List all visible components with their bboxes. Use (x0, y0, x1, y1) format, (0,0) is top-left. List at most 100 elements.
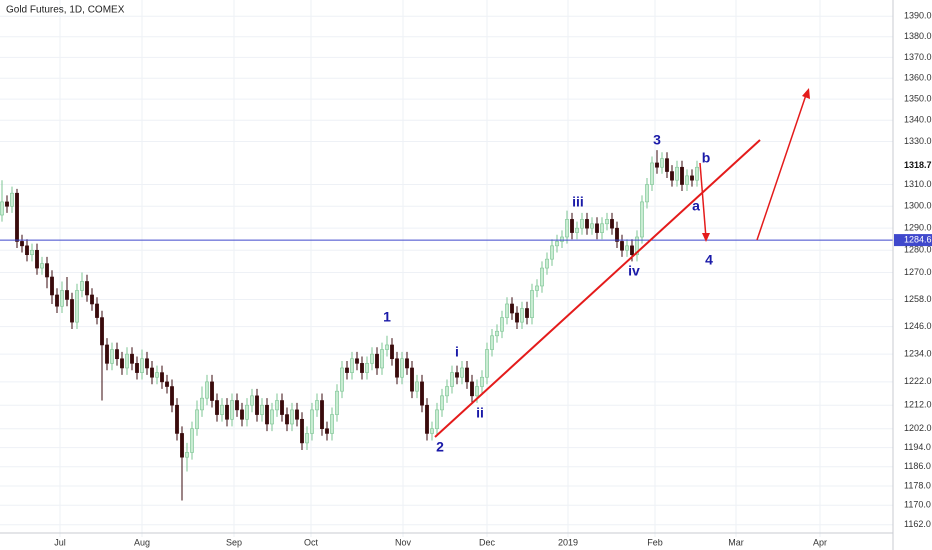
x-tick-label: Sep (226, 537, 242, 547)
y-tick-label: 1258.0 (904, 294, 932, 304)
x-tick-label: Oct (304, 537, 319, 547)
candle-body (610, 219, 614, 229)
arrow (699, 162, 707, 239)
candle-body (315, 400, 319, 411)
candle-body (65, 290, 69, 300)
candle-body (90, 294, 94, 305)
candle-body (45, 263, 49, 278)
candle-body (480, 376, 484, 387)
candle-body (340, 367, 344, 392)
x-tick-label: Jul (54, 537, 66, 547)
candle-body (470, 381, 474, 397)
candle-body (110, 349, 114, 364)
candle-body (535, 285, 539, 291)
y-tick-label: 1234.0 (904, 349, 932, 359)
candle-body (30, 249, 34, 256)
candle-body (415, 381, 419, 392)
candle-body (20, 241, 24, 247)
last-price-label: 1318.7 (904, 160, 932, 170)
y-tick-label: 1222.0 (904, 376, 932, 386)
candle-body (115, 349, 119, 360)
candle-body (330, 414, 334, 434)
candle-body (165, 381, 169, 387)
candle-body (260, 404, 264, 415)
y-tick-label: 1360.0 (904, 73, 932, 83)
candle-body (615, 227, 619, 242)
y-tick-label: 1380.0 (904, 31, 932, 41)
candle-body (75, 290, 79, 323)
candle-body (525, 308, 529, 318)
candle-body (135, 363, 139, 373)
candle-body (40, 263, 44, 269)
candle-body (320, 400, 324, 430)
candle-body (80, 281, 84, 291)
candle-body (625, 245, 629, 251)
candle-body (575, 227, 579, 233)
candle-body (265, 404, 269, 425)
wave-label: 3 (653, 132, 661, 148)
candle-body (10, 192, 14, 207)
candle-body (380, 349, 384, 369)
arrow-head (702, 233, 710, 242)
wave-label: 4 (705, 252, 713, 268)
candle-body (185, 452, 189, 458)
candle-body (695, 166, 699, 181)
candle-body (195, 409, 199, 430)
y-tick-label: 1202.0 (904, 423, 932, 433)
candle-body (245, 404, 249, 420)
candle-body (445, 386, 449, 397)
wave-label: 2 (436, 439, 444, 455)
candle-body (665, 158, 669, 172)
candle-body (440, 395, 444, 411)
candle-body (410, 367, 414, 392)
candle-body (600, 223, 604, 233)
candle-body (35, 249, 39, 269)
candle-body (310, 409, 314, 434)
candle-body (0, 201, 4, 216)
candles (0, 150, 893, 501)
y-tick-label: 1178.0 (904, 480, 931, 490)
candle-body (55, 294, 59, 307)
candle-body (225, 404, 229, 420)
candle-body (50, 276, 54, 296)
candle-body (220, 404, 224, 415)
candle-body (385, 344, 389, 350)
candle-body (500, 317, 504, 332)
candle-body (455, 372, 459, 378)
candle-body (590, 223, 594, 229)
candle-body (370, 353, 374, 364)
drawings: 1 i ii 2 iii iv 3 b a 4 (383, 88, 810, 455)
candle-body (100, 317, 104, 346)
candle-body (295, 409, 299, 420)
candle-body (545, 258, 549, 269)
candle-body (350, 358, 354, 373)
candle-body (565, 219, 569, 238)
candle-body (570, 219, 574, 233)
y-tick-label: 1162.0 (904, 519, 931, 529)
candle-body (365, 363, 369, 373)
candle-body (395, 358, 399, 378)
candle-body (160, 372, 164, 383)
candle-body (325, 428, 329, 434)
y-tick-label: 1330.0 (904, 136, 932, 146)
chart-title: Gold Futures, 1D, COMEX (6, 5, 125, 16)
candle-body (305, 433, 309, 444)
candle-body (675, 166, 679, 181)
candle-body (420, 381, 424, 406)
y-tick-label: 1212.0 (904, 400, 932, 410)
arrow-head (802, 88, 810, 99)
price-label-box (894, 234, 932, 247)
candle-body (15, 192, 19, 242)
candle-body (620, 241, 624, 251)
candle-body (540, 267, 544, 287)
candle-body (215, 400, 219, 415)
candle-body (130, 353, 134, 364)
y-tick-label: 1170.0 (904, 500, 931, 510)
candle-body (520, 308, 524, 323)
candle-body (585, 219, 589, 229)
candle-body (555, 241, 559, 247)
y-tick-label: 1370.0 (904, 52, 932, 62)
candle-body (375, 353, 379, 369)
candle-body (255, 395, 259, 415)
